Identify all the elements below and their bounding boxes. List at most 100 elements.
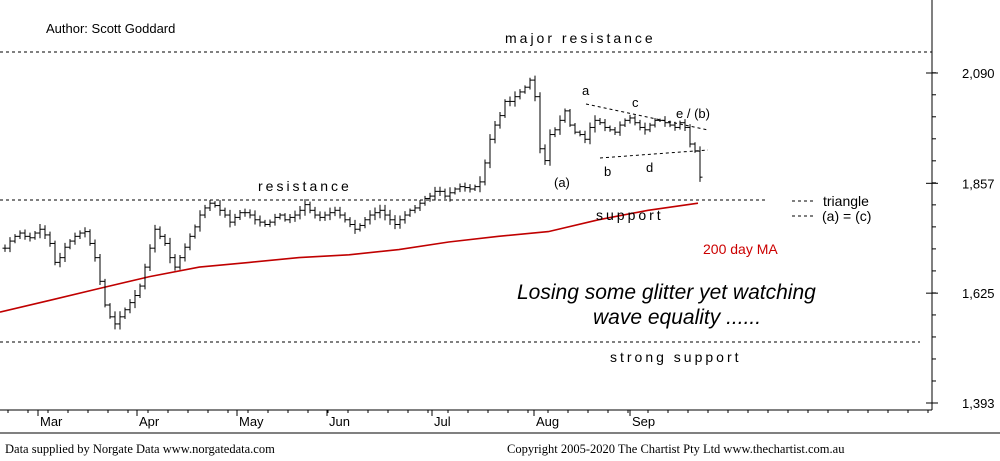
price-bar: [607, 125, 613, 132]
price-bar: [662, 116, 668, 127]
price-bar: [222, 207, 228, 218]
price-bar: [167, 237, 173, 264]
price-bar: [407, 208, 413, 217]
price-bar: [402, 211, 408, 224]
ma-line: [0, 202, 699, 313]
price-bar: [677, 120, 683, 130]
price-bar: [112, 311, 118, 330]
price-bar: [522, 85, 528, 94]
price-bar: [42, 225, 48, 239]
y-tick-label: 1,393: [962, 396, 995, 411]
price-bar: [52, 240, 58, 266]
x-tick-label: Mar: [40, 414, 63, 429]
y-tick-label: 2,090: [962, 66, 995, 81]
price-bar: [492, 121, 498, 144]
x-tick-label: Sep: [632, 414, 655, 429]
price-bar: [452, 187, 458, 195]
x-tick-label: May: [239, 414, 264, 429]
x-tick-label: Jun: [329, 414, 350, 429]
equality-legend-label: (a) = (c): [822, 208, 871, 224]
price-bar: [382, 204, 388, 221]
price-bar: [457, 183, 463, 193]
price-bar: [292, 210, 298, 222]
resistance-label: resistance: [258, 178, 352, 194]
price-bar: [247, 209, 253, 219]
price-bar: [387, 209, 393, 225]
price-bar: [442, 188, 448, 199]
support-label: support: [596, 207, 664, 223]
price-bar: [377, 204, 383, 219]
wave-a-paren-label: (a): [554, 175, 570, 190]
price-bar: [657, 118, 663, 123]
price-bar: [97, 254, 103, 285]
x-tick-label: Jul: [434, 414, 451, 429]
price-bar: [27, 232, 33, 242]
price-bar: [92, 239, 98, 262]
price-bar: [527, 77, 533, 90]
footer-data-source: Data supplied by Norgate Data www.norgat…: [5, 442, 275, 456]
price-bar: [627, 114, 633, 124]
price-bar: [367, 210, 373, 225]
price-bar: [302, 199, 308, 216]
price-bar: [227, 209, 233, 228]
price-bar: [647, 122, 653, 133]
price-bar: [447, 187, 453, 202]
price-bar: [557, 115, 563, 135]
price-bar: [567, 109, 573, 127]
price-bar: [532, 75, 538, 102]
price-bar: [482, 159, 488, 186]
comment-line-1: Losing some glitter yet watching: [517, 281, 816, 304]
price-bar: [502, 99, 508, 118]
price-bar: [642, 122, 648, 135]
price-bar: [312, 206, 318, 219]
price-bar: [592, 115, 598, 133]
y-tick-label: 1,857: [962, 176, 995, 191]
price-bar: [192, 224, 198, 239]
x-tick-label: Apr: [139, 414, 160, 429]
price-bar: [117, 311, 123, 330]
ma-series: [0, 202, 699, 313]
price-bar: [332, 206, 338, 217]
price-bar: [17, 230, 23, 240]
price-bar: [82, 227, 88, 238]
price-bar: [217, 200, 223, 216]
price-bar: [212, 201, 218, 208]
comment-line-2: wave equality ......: [593, 306, 761, 329]
price-bar: [497, 112, 503, 129]
wave-d-label: d: [646, 160, 653, 175]
price-bar: [22, 229, 28, 240]
price-bar: [357, 223, 363, 232]
wave-a-label: a: [582, 83, 590, 98]
price-bar: [617, 121, 623, 136]
price-bar: [147, 244, 153, 272]
price-bar: [552, 127, 558, 138]
price-bar: [57, 252, 63, 268]
price-bar: [577, 130, 583, 137]
price-bar: [242, 208, 248, 217]
price-bar: [417, 200, 423, 212]
price-bar: [602, 119, 608, 132]
price-bar: [282, 213, 288, 222]
price-bar: [427, 192, 433, 202]
price-bar: [472, 184, 478, 192]
price-bar: [342, 212, 348, 223]
price-bar: [127, 299, 133, 314]
price-bar: [87, 229, 93, 246]
price-bar: [137, 283, 143, 298]
price-bar: [462, 182, 468, 192]
price-bar: [372, 207, 378, 221]
price-bar: [582, 130, 588, 144]
x-tick-label: Aug: [536, 414, 559, 429]
triangle-lower-line: [599, 149, 709, 159]
price-bar: [432, 186, 438, 201]
price-bar: [47, 231, 53, 247]
price-bar: [397, 215, 403, 229]
price-bar: [537, 92, 543, 154]
price-bar: [362, 216, 368, 229]
price-bar: [272, 213, 278, 226]
price-bar: [337, 206, 343, 219]
price-bar: [512, 91, 518, 107]
price-bar: [652, 117, 658, 128]
price-bar: [597, 118, 603, 125]
